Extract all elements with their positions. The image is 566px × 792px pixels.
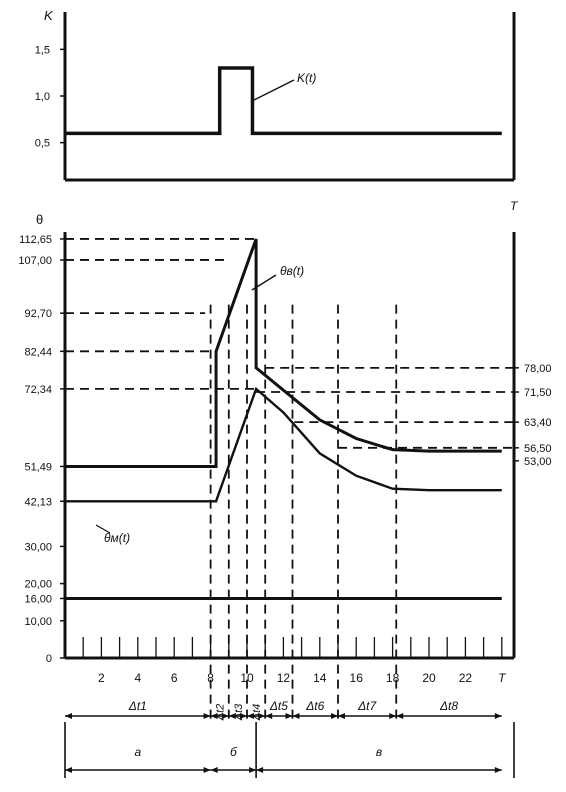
x-tick-label: 20 bbox=[422, 671, 436, 685]
theta-left-tick-label: 42,13 bbox=[24, 496, 52, 508]
theta-left-tick-label: 0 bbox=[46, 653, 52, 665]
theta-v-label: θв(t) bbox=[280, 264, 304, 278]
interval-label: Δt5 bbox=[269, 699, 288, 713]
interval-label: Δt2 bbox=[215, 704, 227, 722]
phase-arrow-head-left bbox=[210, 767, 218, 773]
interval-arrow-head-left bbox=[228, 713, 236, 719]
interval-label: Δt1 bbox=[128, 699, 147, 713]
theta-m-label: θм(t) bbox=[104, 531, 130, 545]
interval-arrow-head-right bbox=[285, 713, 293, 719]
interval-arrow-head-left bbox=[65, 713, 72, 719]
phase-arrow-head-left bbox=[256, 767, 264, 773]
interval-arrow-head-right bbox=[258, 713, 266, 719]
theta-left-tick-label: 72,34 bbox=[24, 384, 52, 396]
theta-left-tick-label: 51,49 bbox=[24, 461, 52, 473]
interval-arrow-head-right bbox=[389, 713, 397, 719]
phase-label: в bbox=[376, 745, 382, 759]
k-axis-title: K bbox=[44, 8, 54, 23]
x-tick-label: 18 bbox=[386, 671, 400, 685]
x-tick-label: 8 bbox=[207, 671, 214, 685]
x-tick-label: 10 bbox=[240, 671, 254, 685]
x-tick-label: 22 bbox=[459, 671, 473, 685]
theta-left-tick-label: 112,65 bbox=[19, 234, 52, 246]
theta-left-tick-label: 107,00 bbox=[18, 255, 52, 267]
x-tick-label: 6 bbox=[171, 671, 178, 685]
theta-right-tick-label: 56,50 bbox=[524, 443, 552, 455]
theta-left-tick-label: 20,00 bbox=[24, 579, 52, 591]
theta-right-tick-label: 63,40 bbox=[524, 417, 552, 429]
k-curve bbox=[65, 66, 502, 136]
phase-arrow-head-left bbox=[65, 767, 72, 773]
theta-left-tick-label: 82,44 bbox=[24, 346, 52, 358]
k-tick-label: 1,5 bbox=[35, 44, 50, 56]
phase-arrow-head-right bbox=[203, 767, 211, 773]
k-curve-label: K(t) bbox=[297, 71, 316, 85]
interval-arrow-head-left bbox=[292, 713, 300, 719]
interval-label: Δt7 bbox=[357, 699, 377, 713]
x-tick-label: 2 bbox=[98, 671, 105, 685]
interval-arrow-head-left bbox=[247, 713, 254, 719]
interval-arrow-head-left bbox=[265, 713, 273, 719]
x-tick-label: 4 bbox=[134, 671, 141, 685]
x-tick-label: T bbox=[498, 671, 507, 685]
k-tick-label: 0,5 bbox=[35, 138, 50, 150]
phase-label: б bbox=[230, 745, 238, 759]
theta-left-tick-label: 92,70 bbox=[24, 308, 52, 320]
phase-arrow-head-right bbox=[249, 767, 257, 773]
theta-left-tick-label: 30,00 bbox=[24, 541, 52, 553]
theta-m-leader bbox=[95, 524, 111, 534]
theta-right-tick-label: 78,00 bbox=[524, 363, 552, 375]
interval-arrow-head-left bbox=[396, 713, 404, 719]
interval-label: Δt6 bbox=[305, 699, 324, 713]
theta-v-leader bbox=[251, 274, 277, 291]
interval-arrow-head-right bbox=[221, 713, 229, 719]
k-curve-leader bbox=[253, 79, 295, 101]
interval-arrow-head-left bbox=[210, 713, 218, 719]
k-panel: K 1,5 1,0 0,5 K(t) bbox=[35, 8, 516, 182]
phase-arrow-head-right bbox=[494, 767, 502, 773]
x-tick-label: 14 bbox=[313, 671, 327, 685]
theta-v-curve bbox=[65, 238, 502, 468]
theta-right-tick-label: 71,50 bbox=[524, 387, 552, 399]
theta-axis-title: θ bbox=[36, 212, 43, 227]
x-tick-label: 12 bbox=[277, 671, 291, 685]
theta-right-tick-label: 53,00 bbox=[524, 456, 552, 468]
theta-panel: θ T 112,65 107,00 92,70 82,44 72,34 51,49 42,13 3… bbox=[18, 199, 552, 778]
theta-axis-top-T: T bbox=[510, 199, 519, 213]
theta-m-curve bbox=[65, 386, 502, 503]
x-tick-label: 16 bbox=[350, 671, 364, 685]
interval-label: Δt3 bbox=[233, 703, 245, 721]
interval-label: Δt4 bbox=[251, 704, 263, 722]
interval-arrow-head-right bbox=[203, 713, 211, 719]
interval-arrow-head-right bbox=[240, 713, 247, 719]
interval-arrow-head-left bbox=[338, 713, 345, 719]
interval-arrow-head-right bbox=[331, 713, 338, 719]
theta-left-tick-label: 10,00 bbox=[24, 616, 52, 628]
k-tick-label: 1,0 bbox=[35, 91, 50, 103]
phase-label: а bbox=[134, 745, 141, 759]
interval-label: Δt8 bbox=[439, 699, 458, 713]
interval-arrow-head-right bbox=[494, 713, 502, 719]
theta-left-tick-label: 16,00 bbox=[24, 593, 52, 605]
